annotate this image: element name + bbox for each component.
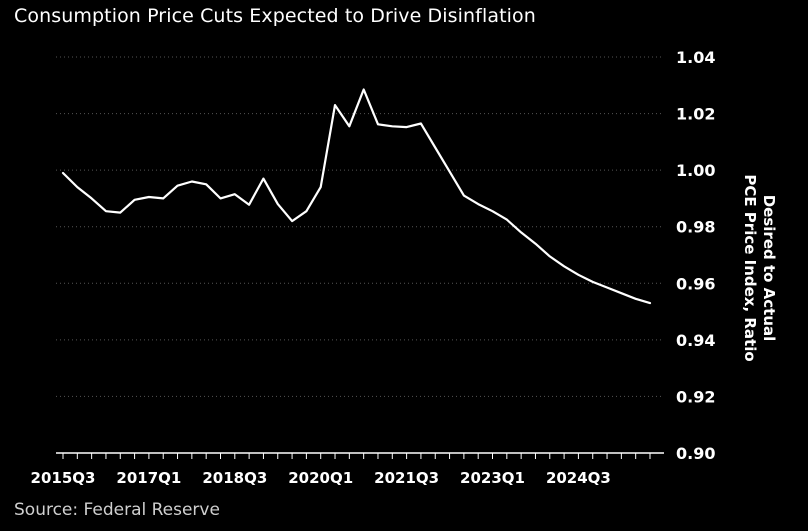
x-tick-marks: [62, 453, 651, 459]
chart-title: Consumption Price Cuts Expected to Drive…: [14, 5, 536, 27]
source-note: Source: Federal Reserve: [14, 500, 220, 520]
x-tick-label: 2017Q1: [116, 469, 181, 487]
x-tick-label: 2024Q3: [546, 469, 611, 487]
y-tick-label: 0.94: [676, 331, 715, 350]
x-tick-label: 2018Q3: [202, 469, 267, 487]
y-tick-label: 0.92: [676, 387, 715, 406]
y-tick-label: 0.98: [676, 218, 715, 237]
y-tick-label: 0.96: [676, 274, 715, 293]
y-axis-label-line-1: Desired to Actual: [760, 195, 778, 342]
x-tick-label: 2023Q1: [460, 469, 525, 487]
series-line: [61, 88, 652, 305]
y-tick-label: 0.90: [676, 444, 715, 463]
x-tick-label: 2021Q3: [374, 469, 439, 487]
y-tick-labels: 0.90 0.92 0.94 0.96 0.98 1.00 1.02 1.04: [676, 48, 715, 463]
y-tick-label: 1.02: [676, 105, 715, 124]
x-tick-label: 2020Q1: [288, 469, 353, 487]
gridlines: [56, 56, 664, 397]
y-tick-label: 1.04: [676, 48, 715, 67]
x-tick-label: 2015Q3: [31, 469, 96, 487]
y-tick-label: 1.00: [676, 161, 715, 180]
y-axis-label-line-2: PCE Price Index, Ratio: [741, 174, 759, 361]
series-lines: [61, 88, 652, 305]
x-tick-labels: 2015Q3 2017Q1 2018Q3 2020Q1 2021Q3 2023Q1 2024…: [31, 469, 611, 487]
